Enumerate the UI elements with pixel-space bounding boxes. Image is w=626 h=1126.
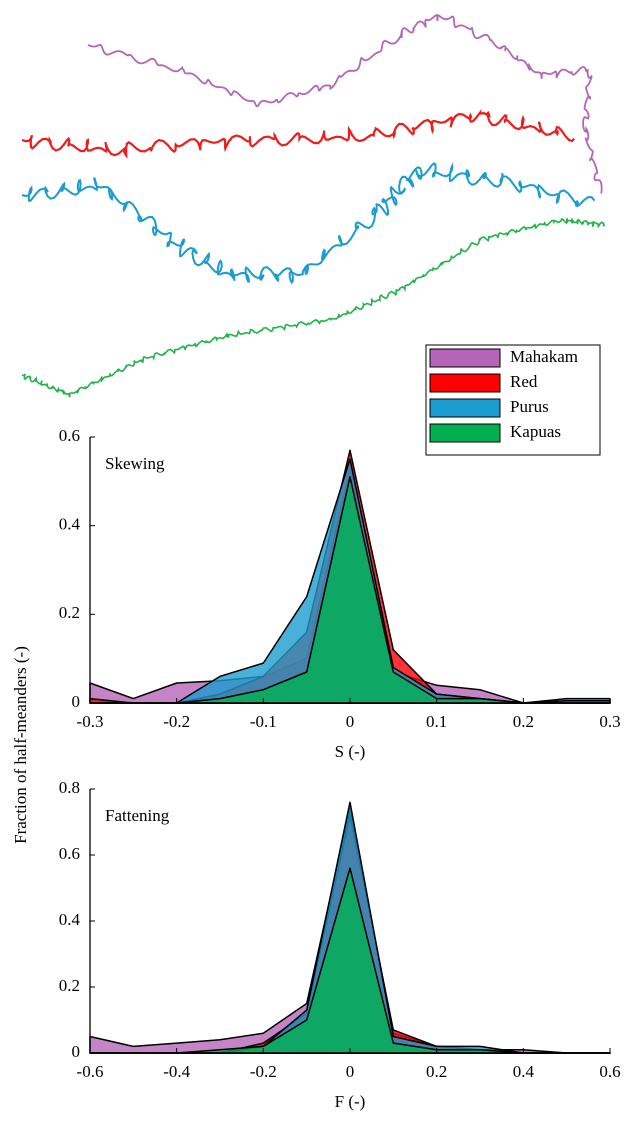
chart: 0 0.2 0.4 0.6 0.8 -0.6 -0.4 -0.2 0 0.2 0.4 0.6 F (-)… [59, 778, 621, 1111]
x-tick-label: -0.6 [77, 1062, 104, 1081]
y-tick-label: 0 [72, 1042, 81, 1061]
x-tick-label: 0.2 [426, 1062, 447, 1081]
river-traces [21, 13, 606, 398]
y-tick-label: 0.8 [59, 778, 80, 797]
area [89, 476, 611, 704]
y-tick-label: 0.6 [59, 426, 80, 445]
legend-swatch [429, 348, 501, 368]
x-tick-label: 0.3 [599, 712, 620, 731]
y-tick-label: 0 [72, 692, 81, 711]
y-tick-label: 0.2 [59, 603, 80, 622]
x-tick-label: 0.4 [513, 1062, 535, 1081]
x-tick-label: -0.2 [250, 1062, 277, 1081]
area [89, 867, 611, 1054]
y-tick-label: 0.4 [59, 515, 81, 534]
annotation: Skewing [105, 454, 165, 473]
legend-swatch [429, 398, 501, 418]
legend-label: Red [510, 372, 538, 391]
legend: Mahakam Red Purus Kapuas [425, 344, 601, 456]
river-trace [21, 109, 576, 160]
annotation: Fattening [105, 806, 170, 825]
x-tick-label: -0.4 [163, 1062, 190, 1081]
legend-label: Purus [510, 397, 549, 416]
x-tick-label: -0.3 [77, 712, 104, 731]
legend-label: Mahakam [510, 347, 578, 366]
x-tick-label: -0.1 [250, 712, 277, 731]
y-tick-label: 0.4 [59, 910, 81, 929]
y-axis-label: Fraction of half-meanders (-) [11, 646, 30, 844]
river-trace [87, 13, 603, 194]
x-tick-label: 0 [346, 712, 355, 731]
x-tick-label: 0.6 [599, 1062, 620, 1081]
x-tick-label: 0.1 [426, 712, 447, 731]
y-tick-label: 0.2 [59, 976, 80, 995]
x-tick-label: -0.2 [163, 712, 190, 731]
legend-swatch [429, 373, 501, 393]
x-axis-label: S (-) [335, 742, 366, 761]
x-tick-label: 0 [346, 1062, 355, 1081]
river-trace [21, 217, 606, 398]
x-axis-label: F (-) [335, 1092, 366, 1111]
river-trace [21, 162, 596, 285]
legend-swatch [429, 423, 501, 443]
plots: 0 0.2 0.4 0.6 -0.3 -0.2 -0.1 0 0.1 0.2 0.3 S (-) Ske… [11, 344, 621, 1111]
x-tick-label: 0.2 [513, 712, 534, 731]
legend-label: Kapuas [510, 422, 561, 441]
y-tick-label: 0.6 [59, 844, 80, 863]
chart: 0 0.2 0.4 0.6 -0.3 -0.2 -0.1 0 0.1 0.2 0.3 S (-) Ske… [11, 344, 621, 844]
